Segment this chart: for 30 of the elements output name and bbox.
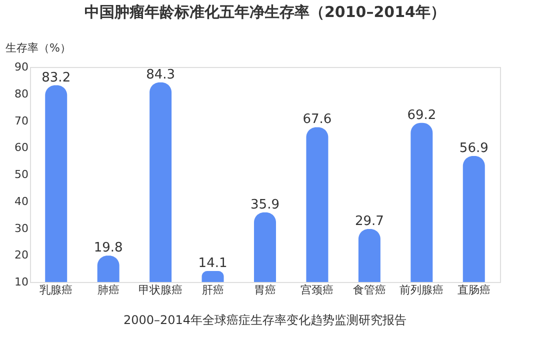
data-label: 29.7 xyxy=(354,214,384,230)
chart-title: 中国肿瘤年龄标准化五年净生存率（2010–2014年） xyxy=(84,3,446,21)
x-tick-label: 胃癌 xyxy=(254,284,276,296)
y-tick-label: 90 xyxy=(14,60,28,74)
y-axis-title: 生存率（%） xyxy=(6,42,71,54)
data-label: 14.1 xyxy=(198,256,228,271)
x-tick-label: 肺癌 xyxy=(97,284,120,296)
data-label: 19.8 xyxy=(94,240,123,256)
x-tick-label: 宫颈癌 xyxy=(300,284,334,296)
y-tick-label: 70 xyxy=(14,114,28,128)
y-tick-label: 60 xyxy=(14,141,28,154)
x-tick-label: 直肠癌 xyxy=(457,284,490,296)
data-label: 69.2 xyxy=(407,108,436,123)
y-tick-label: 10 xyxy=(14,276,28,288)
x-tick-label: 甲状腺癌 xyxy=(138,284,183,296)
y-tick-label: 80 xyxy=(14,87,28,100)
y-tick-label: 50 xyxy=(14,168,28,181)
x-tick-label: 前列腺癌 xyxy=(400,284,444,296)
data-label: 35.9 xyxy=(250,197,280,212)
data-label: 84.3 xyxy=(146,67,176,82)
x-tick-label: 肝癌 xyxy=(202,284,224,296)
data-label: 56.9 xyxy=(459,140,488,156)
data-label: 67.6 xyxy=(302,112,332,128)
y-tick-label: 30 xyxy=(14,222,28,235)
y-tick-label: 20 xyxy=(14,248,28,262)
x-tick-label: 食管癌 xyxy=(352,284,386,296)
text: 2000–2014年全球癌症生存率变化趋势监测研究报告 xyxy=(123,313,407,327)
data-label: 83.2 xyxy=(42,70,71,86)
x-tick-label: 乳腺癌 xyxy=(40,284,73,296)
y-tick-label: 40 xyxy=(14,194,28,208)
